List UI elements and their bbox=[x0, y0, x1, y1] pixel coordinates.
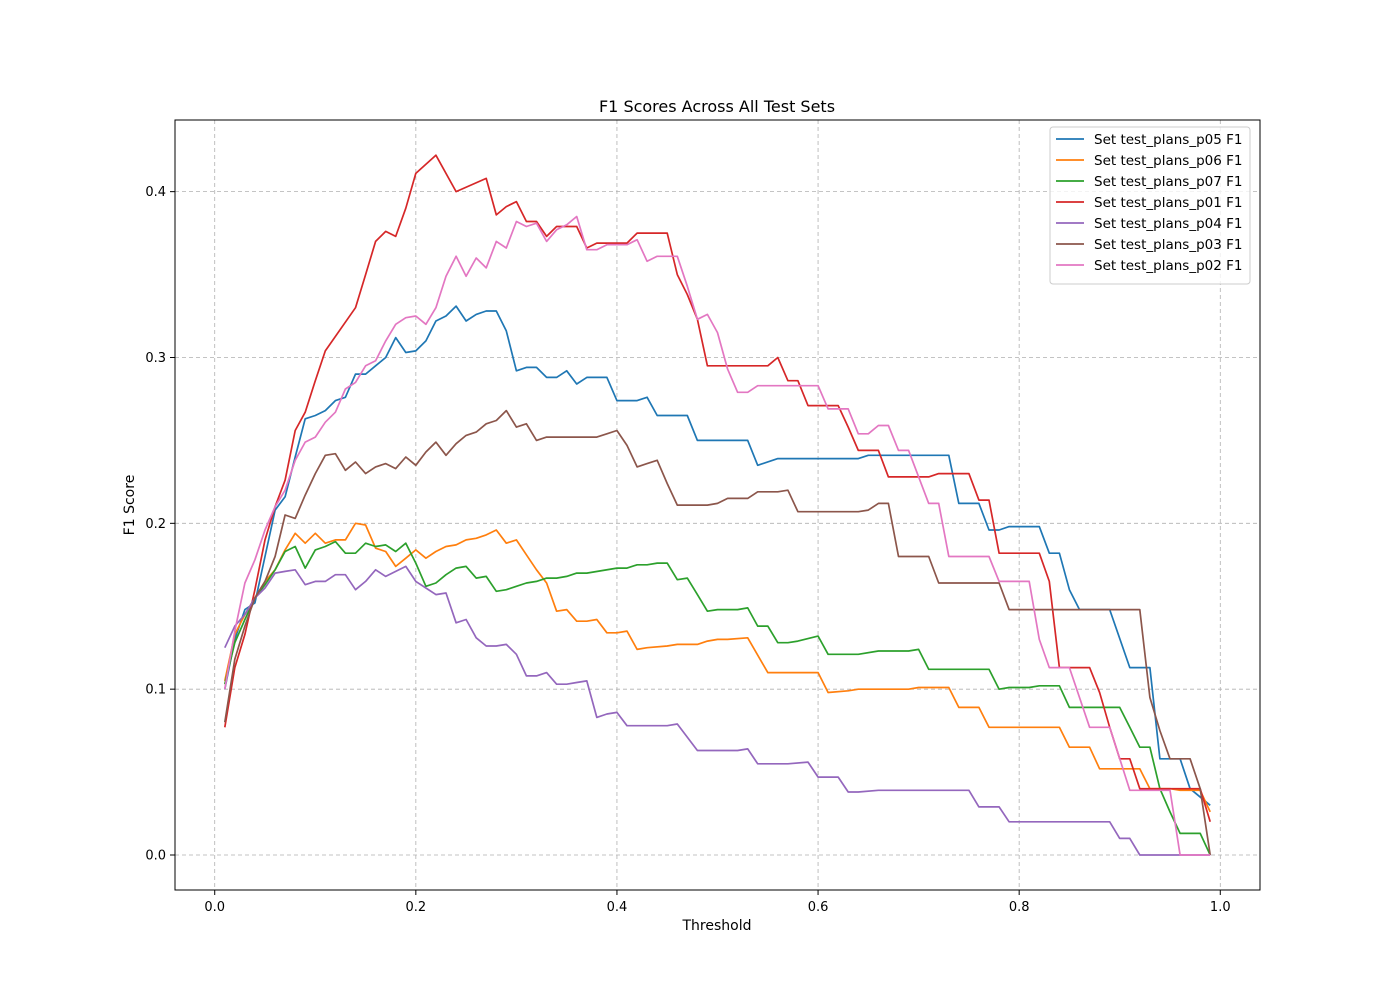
x-tick-label: 0.4 bbox=[607, 900, 628, 915]
chart-title: F1 Scores Across All Test Sets bbox=[599, 97, 835, 116]
y-tick-label: 0.2 bbox=[145, 517, 166, 532]
y-tick-label: 0.0 bbox=[145, 849, 166, 864]
x-tick-label: 0.0 bbox=[204, 900, 225, 915]
series-line-7 bbox=[223, 215, 1211, 856]
series-line-3 bbox=[223, 540, 1211, 856]
x-tick-label: 1.0 bbox=[1210, 900, 1231, 915]
y-axis-ticks: 0.0 0.1 0.2 0.3 0.4 bbox=[145, 185, 175, 864]
legend-entry: Set test_plans_p03 F1 bbox=[1094, 237, 1242, 253]
legend-entry: Set test_plans_p01 F1 bbox=[1094, 195, 1242, 211]
legend-entry: Set test_plans_p05 F1 bbox=[1094, 132, 1242, 148]
legend-entry: Set test_plans_p06 F1 bbox=[1094, 153, 1242, 169]
y-tick-label: 0.3 bbox=[145, 351, 166, 366]
x-axis-label: Threshold bbox=[682, 918, 752, 934]
plot-area-frame bbox=[174, 119, 1261, 891]
y-tick-label: 0.4 bbox=[145, 185, 166, 200]
legend-entry: Set test_plans_p04 F1 bbox=[1094, 216, 1242, 232]
series-line-2 bbox=[223, 522, 1211, 813]
y-axis-label: F1 Score bbox=[122, 475, 138, 536]
legend-entry: Set test_plans_p02 F1 bbox=[1094, 258, 1242, 274]
legend-entry: Set test_plans_p07 F1 bbox=[1094, 174, 1242, 190]
series-line-4 bbox=[223, 154, 1212, 823]
series-lines bbox=[223, 154, 1212, 856]
legend-box bbox=[1049, 126, 1251, 285]
x-tick-label: 0.8 bbox=[1009, 900, 1030, 915]
x-tick-label: 0.6 bbox=[808, 900, 829, 915]
series-line-6 bbox=[223, 409, 1212, 856]
x-axis-ticks: 0.0 0.2 0.4 0.6 0.8 1.0 bbox=[204, 890, 1231, 915]
legend: Set test_plans_p05 F1 Set test_plans_p06 … bbox=[1049, 126, 1251, 285]
y-tick-label: 0.1 bbox=[145, 683, 166, 698]
x-tick-label: 0.2 bbox=[405, 900, 426, 915]
series-line-5 bbox=[224, 565, 1211, 856]
series-line-1 bbox=[223, 305, 1211, 806]
